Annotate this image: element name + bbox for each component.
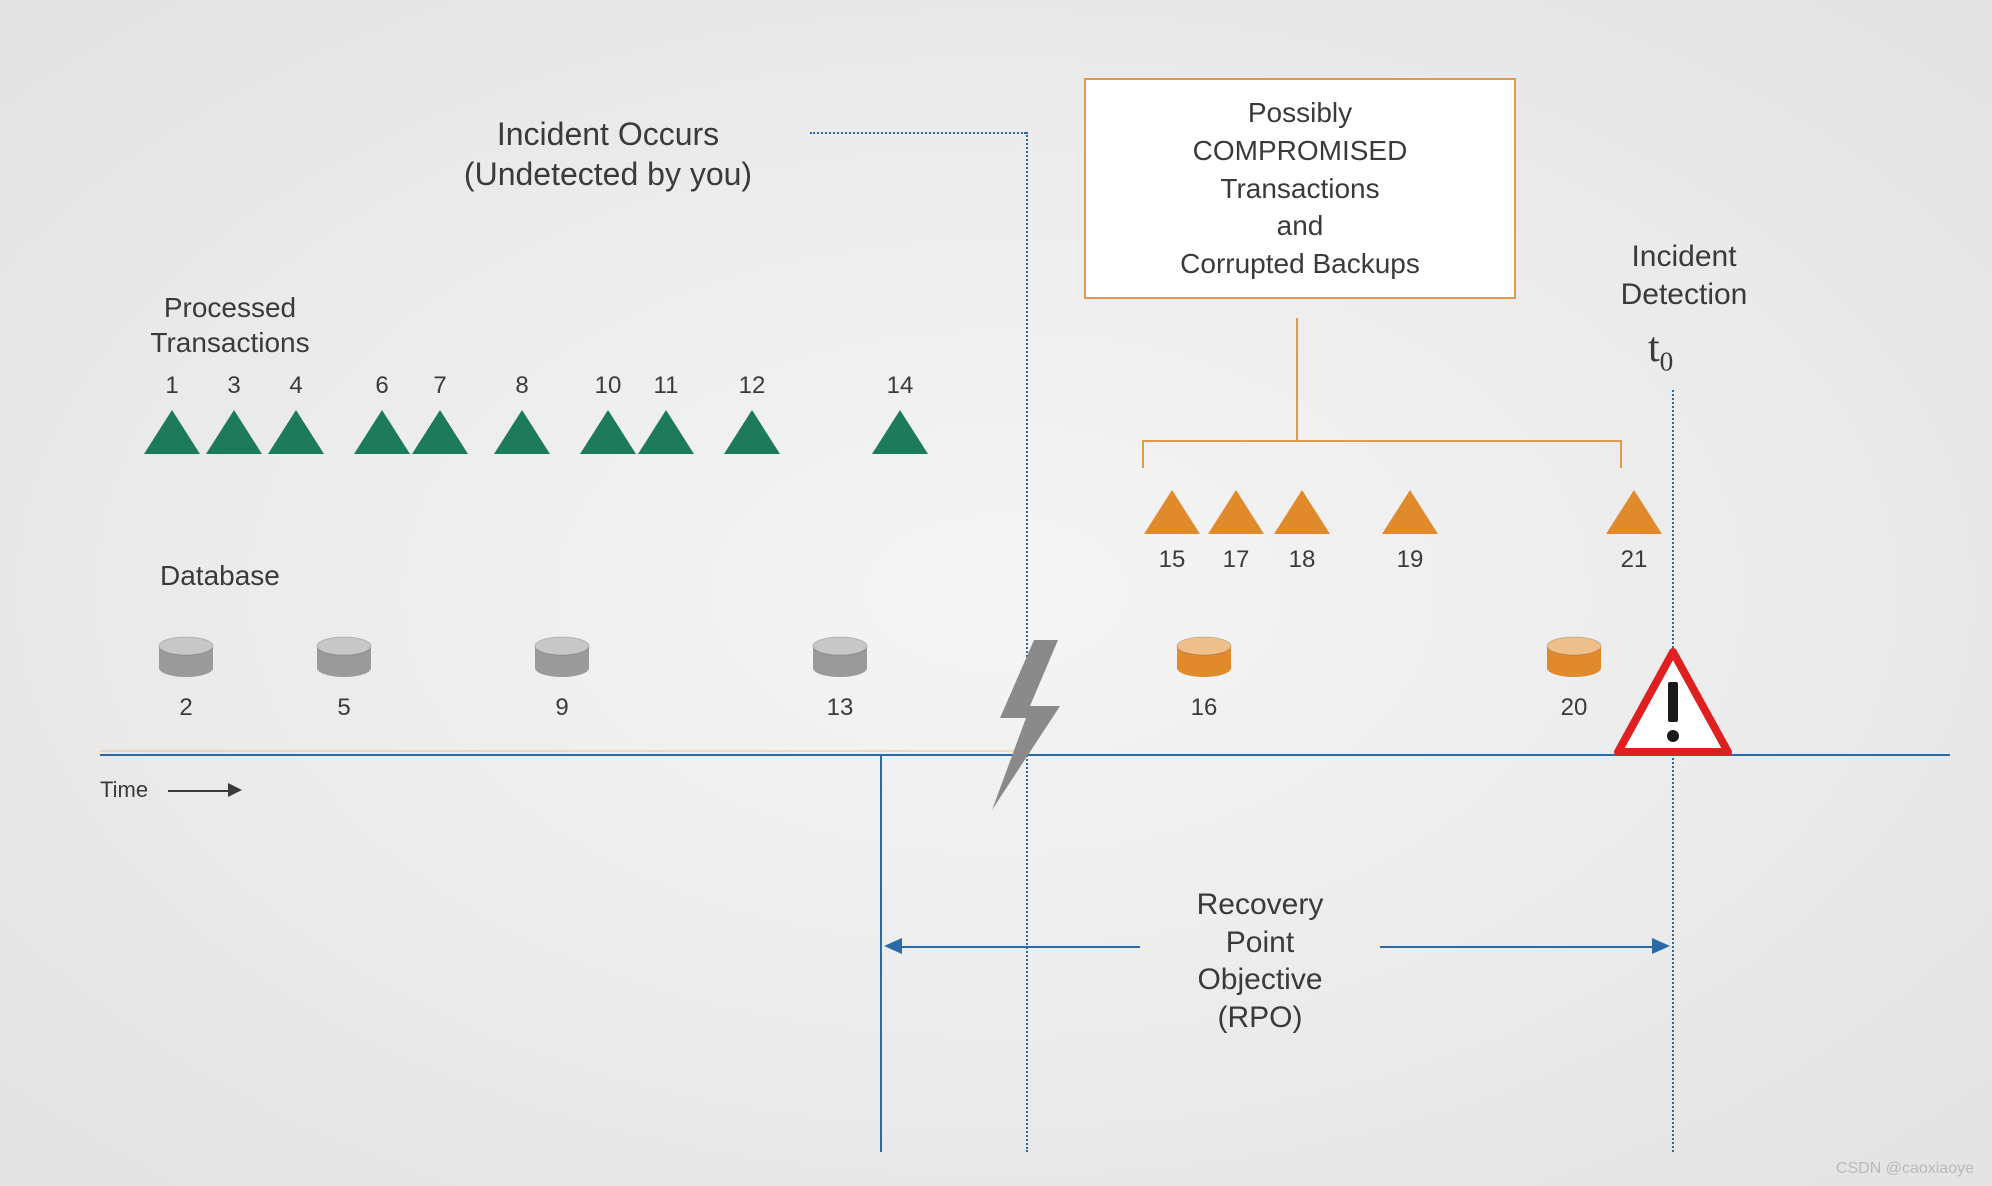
incident-detection-label: Incident Detection — [1594, 238, 1774, 313]
box-connector-v — [1296, 318, 1298, 440]
transaction-triangle-icon — [268, 410, 324, 454]
text: (Undetected by you) — [464, 156, 752, 192]
t0-label: t0 — [1648, 324, 1673, 377]
transaction-number: 10 — [595, 372, 622, 400]
rpo-arrow-right — [1380, 946, 1652, 948]
compromised-triangle-icon — [1606, 490, 1662, 534]
time-label: Time — [100, 776, 148, 804]
compromised-triangle-icon — [1382, 490, 1438, 534]
transaction-triangle-icon — [494, 410, 550, 454]
text: Incident Occurs — [497, 116, 719, 152]
transaction-triangle-icon — [354, 410, 410, 454]
timeline-accent — [100, 750, 1020, 752]
incident-leader-line — [810, 132, 1026, 134]
rpo-label: Recovery Point Objective (RPO) — [1170, 886, 1350, 1036]
compromised-number: 21 — [1621, 546, 1648, 574]
text: Recovery — [1197, 888, 1324, 921]
compromised-triangle-icon — [1144, 490, 1200, 534]
corrupted-disk-number: 16 — [1191, 694, 1218, 722]
database-number: 9 — [555, 694, 568, 722]
database-disk-icon — [533, 636, 591, 678]
database-label: Database — [160, 558, 280, 593]
corrupted-disk-icon — [1545, 636, 1603, 678]
rpo-arrowhead-left — [884, 938, 902, 954]
compromised-number: 17 — [1223, 546, 1250, 574]
compromised-number: 15 — [1159, 546, 1186, 574]
database-disk-icon — [315, 636, 373, 678]
text: and — [1277, 210, 1324, 241]
text: Processed — [164, 292, 296, 323]
bracket-vleft — [1142, 440, 1144, 468]
compromised-triangle-icon — [1274, 490, 1330, 534]
compromised-triangle-icon — [1208, 490, 1264, 534]
transaction-number: 4 — [289, 372, 302, 400]
transaction-number: 3 — [227, 372, 240, 400]
detection-vline — [1672, 390, 1674, 1152]
text: Incident — [1631, 240, 1736, 273]
t0-sub: 0 — [1660, 346, 1674, 376]
transaction-number: 7 — [433, 372, 446, 400]
transaction-number: 14 — [887, 372, 914, 400]
t0-t: t — [1648, 325, 1660, 371]
bracket-hline — [1142, 440, 1620, 442]
text: Objective — [1197, 963, 1322, 996]
compromised-number: 18 — [1289, 546, 1316, 574]
bracket-vright — [1620, 440, 1622, 468]
database-disk-icon — [157, 636, 215, 678]
transaction-triangle-icon — [580, 410, 636, 454]
transaction-number: 11 — [654, 372, 679, 400]
database-disk-icon — [811, 636, 869, 678]
transaction-triangle-icon — [872, 410, 928, 454]
time-arrow-line — [168, 790, 228, 792]
compromised-box: Possibly COMPROMISED Transactions and Co… — [1084, 78, 1516, 299]
incident-occurs-label: Incident Occurs (Undetected by you) — [408, 114, 808, 194]
transaction-number: 1 — [165, 372, 178, 400]
database-number: 2 — [179, 694, 192, 722]
watermark: CSDN @caoxiaoye — [1836, 1160, 1974, 1178]
database-number: 13 — [827, 694, 854, 722]
compromised-number: 19 — [1397, 546, 1424, 574]
transaction-number: 12 — [739, 372, 766, 400]
rpo-left-vline — [880, 754, 882, 1152]
lightning-icon — [982, 640, 1072, 810]
transaction-triangle-icon — [412, 410, 468, 454]
transaction-number: 6 — [375, 372, 388, 400]
processed-transactions-label: Processed Transactions — [130, 290, 330, 360]
transaction-triangle-icon — [144, 410, 200, 454]
text: (RPO) — [1218, 1001, 1303, 1034]
text: Transactions — [1220, 173, 1379, 204]
text: Time — [100, 777, 148, 802]
transaction-triangle-icon — [206, 410, 262, 454]
text: Possibly — [1248, 97, 1352, 128]
corrupted-disk-number: 20 — [1561, 694, 1588, 722]
transaction-triangle-icon — [724, 410, 780, 454]
text: Detection — [1621, 278, 1748, 311]
text: Point — [1226, 926, 1294, 959]
transaction-triangle-icon — [638, 410, 694, 454]
rpo-arrowhead-right — [1652, 938, 1670, 954]
warning-icon — [1614, 648, 1732, 758]
time-arrow-head — [228, 783, 242, 797]
rpo-arrow-left — [902, 946, 1140, 948]
transaction-number: 8 — [515, 372, 528, 400]
text: Corrupted Backups — [1180, 248, 1420, 279]
text: COMPROMISED — [1193, 135, 1408, 166]
text: Database — [160, 560, 280, 591]
corrupted-disk-icon — [1175, 636, 1233, 678]
diagram-canvas: Incident Occurs (Undetected by you) Poss… — [0, 0, 1992, 1186]
text: Transactions — [150, 327, 309, 358]
database-number: 5 — [337, 694, 350, 722]
